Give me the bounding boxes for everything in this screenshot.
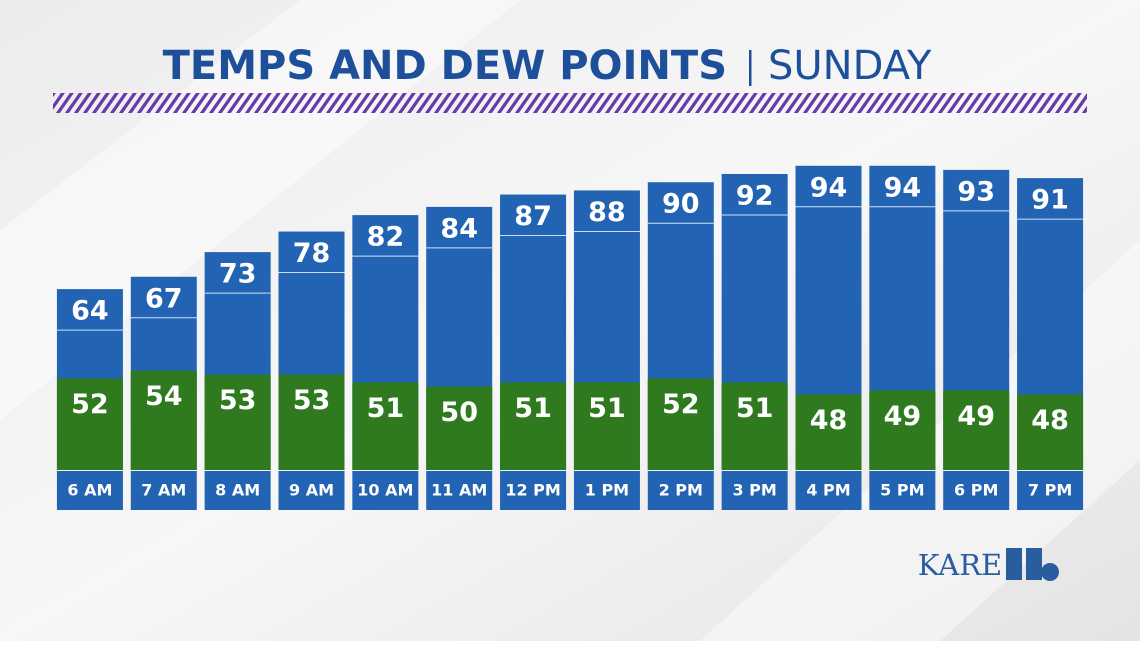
dew-point-bar (426, 386, 493, 470)
category-box (56, 471, 123, 510)
category-box (573, 471, 640, 510)
value-label: 48 (1031, 405, 1069, 436)
value-label: 49 (957, 401, 995, 432)
dew-point-bar (1017, 394, 1084, 470)
value-label: 48 (810, 405, 848, 436)
value-label: 50 (440, 397, 478, 428)
category-box (647, 471, 714, 510)
value-label: 78 (293, 238, 331, 269)
category-box (426, 471, 493, 510)
dew-point-bar (56, 378, 123, 470)
dew-point-bar (352, 382, 419, 470)
category-box (869, 471, 936, 510)
value-label: 53 (219, 385, 257, 416)
value-label: 91 (1031, 185, 1069, 216)
category-box (500, 471, 567, 510)
value-label: 51 (736, 393, 774, 424)
value-label: 53 (293, 385, 331, 416)
chart-subtitle: SUNDAY (768, 43, 932, 89)
x-tick-label: 7 AM (141, 481, 186, 500)
value-label: 73 (219, 259, 257, 290)
hatch-strip (53, 93, 1087, 113)
value-label: 87 (514, 201, 552, 232)
logo-mark (1006, 548, 1022, 580)
title-divider (749, 50, 752, 86)
x-tick-label: 6 AM (67, 481, 112, 500)
dew-point-bar (130, 370, 197, 470)
value-label: 52 (71, 389, 109, 420)
x-tick-label: 9 AM (289, 481, 334, 500)
x-tick-label: 2 PM (659, 481, 703, 500)
value-label: 51 (588, 393, 626, 424)
value-label: 51 (514, 393, 552, 424)
category-box (352, 471, 419, 510)
value-label: 82 (367, 222, 405, 253)
dew-point-bar (721, 382, 788, 470)
value-label: 64 (71, 296, 109, 327)
logo-mark (1026, 548, 1042, 580)
x-tick-label: 8 AM (215, 481, 260, 500)
value-label: 90 (662, 189, 700, 220)
x-tick-label: 6 PM (954, 481, 998, 500)
category-box (1017, 471, 1084, 510)
dew-point-bar (869, 390, 936, 470)
value-label: 93 (957, 176, 995, 207)
dew-point-bar (647, 378, 714, 470)
x-tick-label: 10 AM (357, 481, 413, 500)
dew-point-bar (500, 382, 567, 470)
value-label: 88 (588, 197, 626, 228)
value-label: 94 (810, 172, 848, 203)
value-label: 51 (367, 393, 405, 424)
value-label: 84 (440, 213, 478, 244)
x-tick-label: 7 PM (1028, 481, 1072, 500)
x-tick-label: 3 PM (732, 481, 776, 500)
x-tick-label: 5 PM (880, 481, 924, 500)
category-box (795, 471, 862, 510)
category-box (721, 471, 788, 510)
category-box (204, 471, 271, 510)
value-label: 52 (662, 389, 700, 420)
category-box (130, 471, 197, 510)
category-box (943, 471, 1010, 510)
logo-peacock (1041, 563, 1059, 581)
x-tick-label: 12 PM (505, 481, 560, 500)
logo: KARE (918, 548, 1002, 582)
value-label: 49 (884, 401, 922, 432)
dew-point-bar (943, 390, 1010, 470)
dew-point-bar (795, 394, 862, 470)
dew-point-bar (204, 374, 271, 470)
value-label: 92 (736, 181, 774, 212)
chart-title: TEMPS AND DEW POINTS (163, 43, 727, 89)
category-box (278, 471, 345, 510)
value-label: 54 (145, 381, 183, 412)
x-tick-label: 11 AM (431, 481, 487, 500)
dew-point-bar (573, 382, 640, 470)
value-label: 67 (145, 283, 183, 314)
dew-point-bar (278, 374, 345, 470)
value-label: 94 (884, 172, 922, 203)
x-tick-label: 1 PM (585, 481, 629, 500)
x-tick-label: 4 PM (806, 481, 850, 500)
